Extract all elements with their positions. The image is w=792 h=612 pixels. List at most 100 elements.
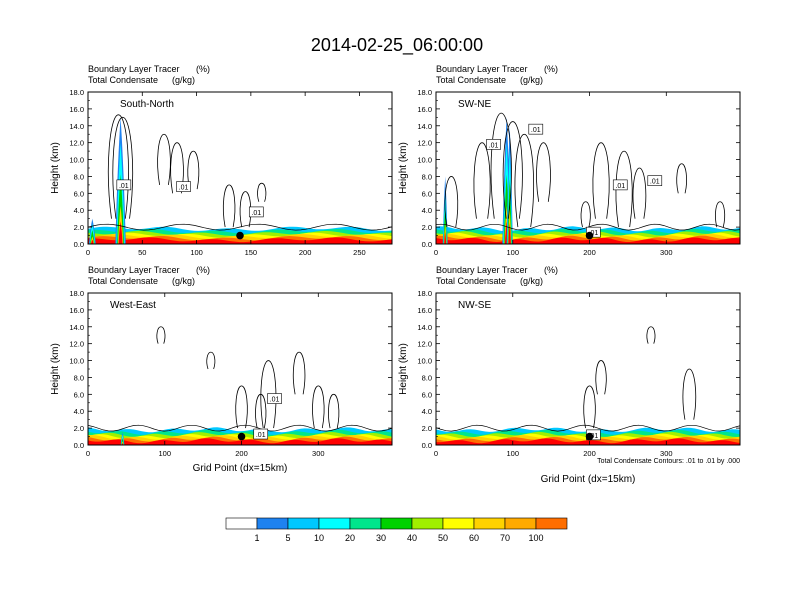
x-tick-label: 100 (507, 248, 520, 257)
surface-contour (88, 223, 392, 231)
panel-name: West-East (110, 300, 156, 311)
x-tick-label: 100 (507, 449, 520, 458)
site-marker (585, 432, 594, 441)
shade-label: Boundary Layer Tracer (436, 265, 528, 275)
panel-frame (87, 91, 393, 245)
shade-units: (%) (196, 265, 210, 275)
contour-units: (g/kg) (172, 75, 195, 85)
surface-contour (436, 424, 740, 432)
contour-label: .01 (615, 183, 625, 190)
contour-label: .01 (489, 142, 499, 149)
contour-units: (g/kg) (520, 276, 543, 286)
colorbar-label: 40 (407, 533, 417, 543)
y-tick-label: 6.0 (74, 189, 84, 198)
y-axis-label: Height (km) (398, 142, 409, 194)
panel-name: South-North (120, 99, 174, 110)
y-tick-label: 2.0 (422, 223, 432, 232)
y-tick-label: 6.0 (74, 390, 84, 399)
contour-label-box (248, 206, 264, 218)
y-tick-label: 2.0 (74, 223, 84, 232)
contour-label: .01 (119, 183, 129, 190)
condensate-contour (257, 182, 267, 202)
figure-title: 2014-02-25_06:00:00 (311, 35, 483, 56)
colorbar: 1 5 10 20 30 40 50 60 70 100 (225, 517, 568, 543)
shade-label: Boundary Layer Tracer (88, 64, 180, 74)
y-tick-label: 4.0 (74, 206, 84, 215)
x-tick-label: 200 (583, 248, 596, 257)
condensate-contour (583, 385, 596, 429)
y-tick-label: 18.0 (69, 289, 84, 298)
x-tick-label: 200 (583, 449, 596, 458)
colorbar-label: 30 (376, 533, 386, 543)
tracer-band (436, 438, 740, 445)
colorbar-label: 60 (469, 533, 479, 543)
x-tick-label: 300 (660, 248, 673, 257)
colorbar-swatch (442, 517, 475, 530)
y-tick-label: 2.0 (74, 424, 84, 433)
condensate-contour (536, 142, 551, 202)
shade-units: (%) (196, 64, 210, 74)
y-tick-label: 12.0 (417, 139, 432, 148)
panel-frame (435, 292, 741, 446)
condensate-contour (187, 150, 200, 190)
y-tick-label: 4.0 (422, 407, 432, 416)
contour-label-box (528, 123, 544, 135)
y-tick-label: 18.0 (69, 88, 84, 97)
y-tick-label: 0.0 (422, 441, 432, 450)
y-tick-label: 14.0 (69, 323, 84, 332)
plume-shade (444, 231, 447, 244)
plot-area: .01 .01 (88, 326, 392, 445)
y-tick-label: 12.0 (69, 139, 84, 148)
x-tick-label: 50 (138, 248, 146, 257)
panel-west-east: .01 .01 0.0 2.0 4.0 6.0 8.0 10.0 12.0 14.0 16.0 18.… (50, 265, 393, 458)
plot-area: .01 (436, 326, 740, 445)
colorbar-label: 100 (528, 533, 543, 543)
condensate-contour (592, 142, 610, 219)
contour-label-box (253, 428, 269, 440)
contour-label-box (586, 226, 601, 238)
colorbar-swatch (287, 517, 320, 530)
shade-label: Boundary Layer Tracer (88, 265, 180, 275)
site-marker (236, 231, 244, 240)
condensate-contour (292, 351, 306, 395)
x-axis-label: Grid Point (dx=15km) (541, 474, 636, 485)
site-marker (585, 231, 594, 240)
condensate-contour (473, 142, 491, 219)
condensate-contour (595, 360, 607, 395)
condensate-contour (112, 116, 133, 219)
contour-label: .01 (589, 230, 599, 237)
contour-note: Total Condensate Contours: .01 to .01 by… (597, 458, 740, 465)
condensate-contour (676, 163, 687, 194)
shade-units: (%) (544, 265, 558, 275)
condensate-contour (444, 176, 459, 228)
x-tick-label: 100 (159, 449, 172, 458)
colorbar-swatch (256, 517, 289, 530)
x-axis-label: Grid Point (dx=15km) (193, 463, 288, 474)
panel-name: NW-SE (458, 300, 491, 311)
plot-area: .01 .01 .01 .01 .01 (436, 112, 740, 244)
panel-name: SW-NE (458, 99, 491, 110)
y-tick-label: 10.0 (69, 156, 84, 165)
y-axis-label: Height (km) (50, 343, 61, 395)
condensate-contour (615, 150, 633, 228)
y-tick-label: 16.0 (69, 105, 84, 114)
colorbar-label: 50 (438, 533, 448, 543)
y-tick-label: 18.0 (417, 88, 432, 97)
x-tick-label: 0 (434, 449, 438, 458)
site-marker (237, 432, 246, 441)
contour-label: .01 (531, 127, 541, 134)
contour-units: (g/kg) (172, 276, 195, 286)
tracer-band (88, 237, 392, 244)
x-tick-label: 0 (434, 248, 438, 257)
y-tick-label: 18.0 (417, 289, 432, 298)
condensate-contour (156, 326, 166, 344)
y-axis-label: Height (km) (398, 343, 409, 395)
plume-shade (121, 442, 124, 445)
panel-south-north: .01 .01 .01 0.0 2.0 4.0 6.0 8.0 10.0 12.0 14.0 16.0… (50, 64, 393, 257)
condensate-contour (502, 121, 523, 219)
y-tick-label: 0.0 (74, 441, 84, 450)
tracer-band (88, 438, 392, 445)
condensate-contour (235, 385, 248, 429)
colorbar-label: 70 (500, 533, 510, 543)
contour-label-box (486, 139, 501, 150)
